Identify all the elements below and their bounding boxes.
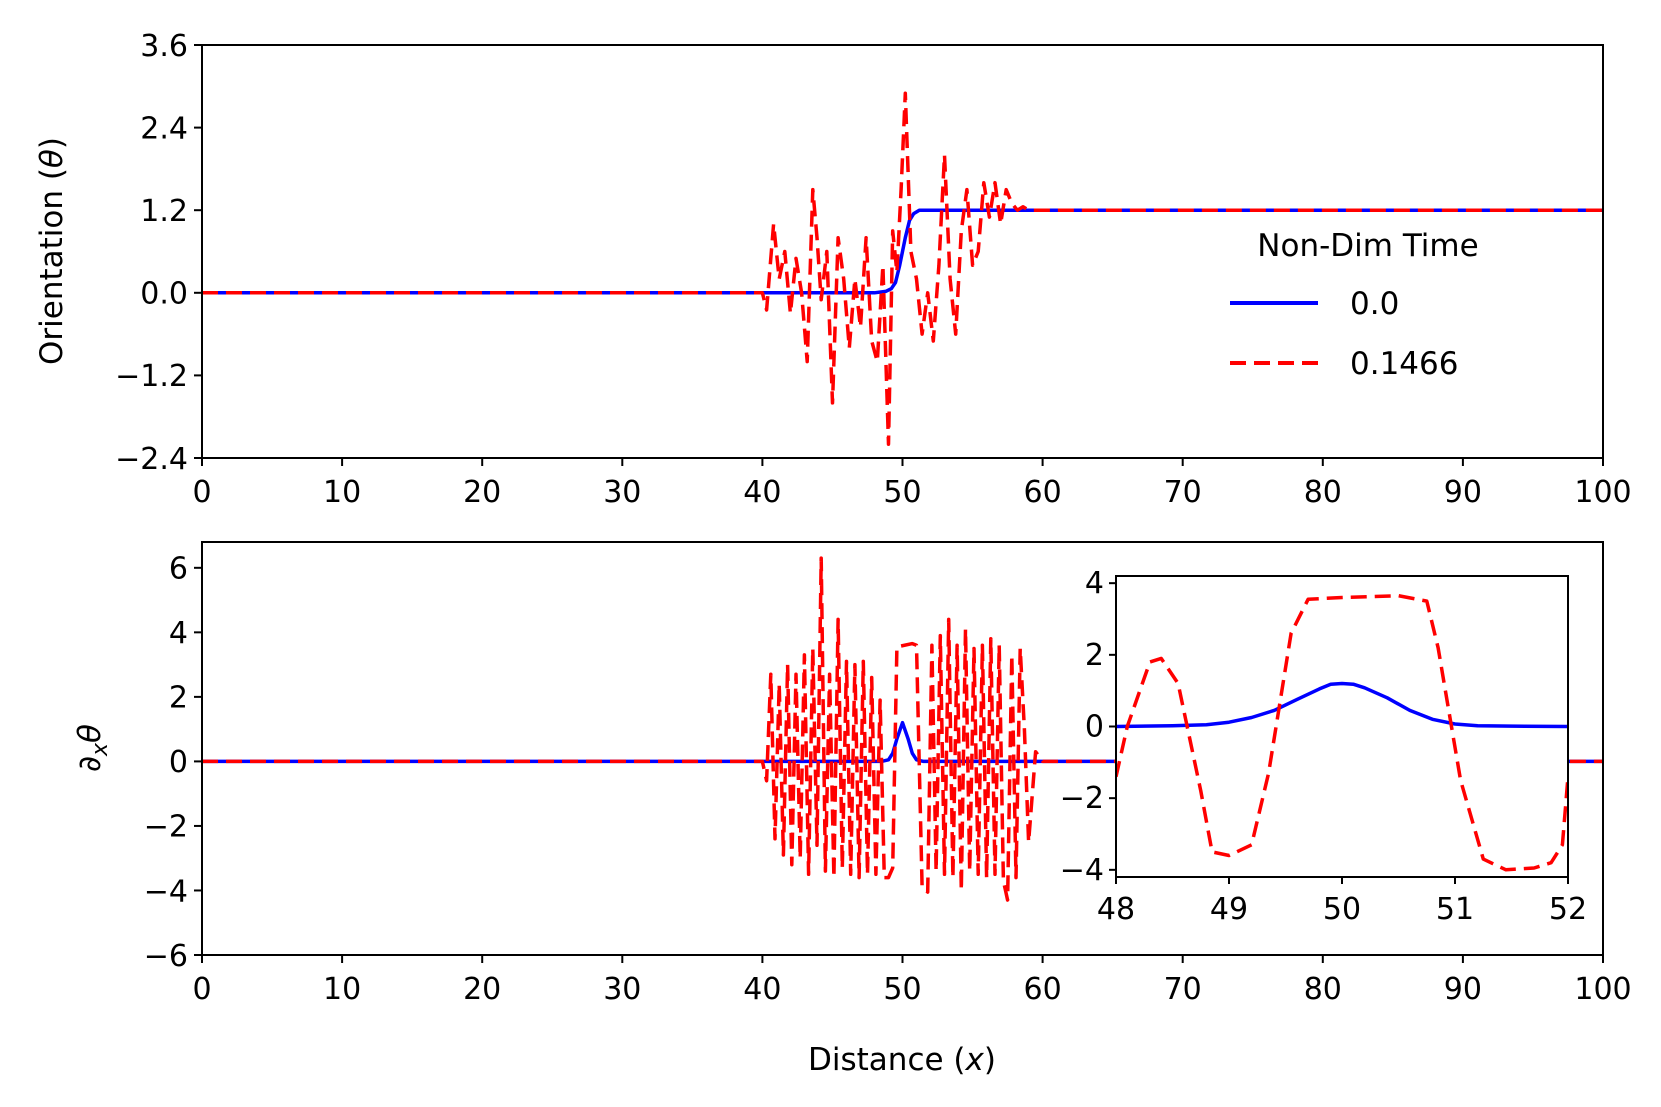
inset-x-tick-label: 48 (1097, 892, 1135, 927)
top-x-tick-label: 20 (463, 475, 501, 510)
bottom-x-axis-label-word: Distance ( (808, 1042, 966, 1078)
top-y-tick-label: 1.2 (140, 194, 188, 229)
top-x-tick-label: 70 (1164, 475, 1202, 510)
top-x-tick-label: 10 (323, 475, 361, 510)
top-y-tick-label: 3.6 (140, 29, 188, 64)
bottom-x-tick-label: 90 (1444, 972, 1482, 1007)
bottom-y-tick-label: 0 (169, 745, 188, 780)
bottom-x-tick-label: 100 (1574, 972, 1631, 1007)
bottom-y-tick-label: −4 (144, 874, 188, 909)
top-y-axis-label-close: ) (34, 137, 70, 149)
legend: Non-Dim Time 0.0 0.1466 (1230, 228, 1479, 382)
bottom-y-tick-label: −6 (144, 939, 188, 974)
legend-title: Non-Dim Time (1257, 228, 1478, 264)
bottom-x-tick-label: 60 (1024, 972, 1062, 1007)
bottom-y-axis-label-partial: ∂ (72, 756, 108, 772)
inset-axis-ticks: 48 49 50 51 52 −4 −2 0 2 4 (1060, 566, 1587, 927)
top-series-line-0.1466 (202, 91, 1603, 446)
bottom-series-group (202, 556, 1603, 902)
bottom-y-tick-label: 4 (169, 616, 188, 651)
bottom-y-axis-label: ∂xθ (72, 724, 113, 772)
inset-plot-frame (1115, 575, 1569, 878)
top-panel: 0 10 20 30 40 50 60 70 80 90 100 −2.4 −1.2 0.0 1.2 2.4 3… (34, 29, 1632, 510)
top-y-axis-label-word: Orientation ( (34, 168, 70, 365)
inset-y-tick-label: 0 (1085, 710, 1104, 745)
top-y-tick-label: 2.4 (140, 111, 188, 146)
bottom-x-axis-label: Distance (x) (808, 1042, 996, 1078)
top-x-tick-label: 100 (1574, 475, 1631, 510)
inset-x-tick-label: 52 (1549, 892, 1587, 927)
inset-x-tick-label: 50 (1323, 892, 1361, 927)
bottom-y-axis-label-theta: θ (72, 724, 108, 743)
bottom-y-axis-label-sub: x (88, 742, 113, 757)
inset-panel: 48 49 50 51 52 −4 −2 0 2 4 (1060, 566, 1587, 927)
top-x-tick-label: 30 (603, 475, 641, 510)
bottom-x-tick-label: 70 (1164, 972, 1202, 1007)
bottom-x-tick-label: 30 (603, 972, 641, 1007)
bottom-y-tick-label: 2 (169, 681, 188, 716)
bottom-x-axis-label-close: ) (984, 1042, 996, 1078)
top-y-axis-label-theta: θ (34, 149, 70, 168)
top-x-tick-label: 50 (883, 475, 921, 510)
inset-y-tick-label: −4 (1060, 853, 1104, 888)
top-x-tick-label: 90 (1444, 475, 1482, 510)
bottom-x-tick-label: 40 (743, 972, 781, 1007)
inset-y-tick-label: −2 (1060, 781, 1104, 816)
top-x-tick-label: 60 (1024, 475, 1062, 510)
inset-series-line-0.0 (1116, 681, 1568, 729)
bottom-x-tick-label: 50 (883, 972, 921, 1007)
top-axis-ticks: 0 10 20 30 40 50 60 70 80 90 100 −2.4 −1.2 0.0 1.2 2.4 3… (115, 29, 1631, 510)
bottom-plot-frame (201, 541, 1604, 956)
bottom-x-tick-label: 0 (192, 972, 211, 1007)
inset-y-tick-label: 2 (1085, 638, 1104, 673)
bottom-x-axis-label-x: x (965, 1042, 985, 1078)
legend-label-0.0: 0.0 (1350, 286, 1399, 322)
top-series-line-0.0 (202, 208, 1603, 295)
top-plot-frame (201, 44, 1604, 459)
top-series-group (202, 91, 1603, 446)
top-y-tick-label: 0.0 (140, 277, 188, 312)
top-y-tick-label: −1.2 (115, 359, 188, 394)
bottom-x-tick-label: 10 (323, 972, 361, 1007)
bottom-x-tick-label: 20 (463, 972, 501, 1007)
bottom-y-tick-label: −2 (144, 810, 188, 845)
top-y-axis-label: Orientation (θ) (34, 137, 70, 365)
inset-series-group (1116, 593, 1568, 872)
top-x-tick-label: 80 (1304, 475, 1342, 510)
inset-series-line-0.1466 (1116, 593, 1568, 872)
top-y-tick-label: −2.4 (115, 442, 188, 477)
inset-x-tick-label: 49 (1210, 892, 1248, 927)
top-x-tick-label: 0 (192, 475, 211, 510)
bottom-series-line-0.1466 (202, 556, 1603, 902)
bottom-y-tick-label: 6 (169, 552, 188, 587)
inset-x-tick-label: 51 (1436, 892, 1474, 927)
inset-y-tick-label: 4 (1085, 566, 1104, 601)
legend-label-0.1466: 0.1466 (1350, 346, 1458, 382)
top-x-tick-label: 40 (743, 475, 781, 510)
bottom-x-tick-label: 80 (1304, 972, 1342, 1007)
